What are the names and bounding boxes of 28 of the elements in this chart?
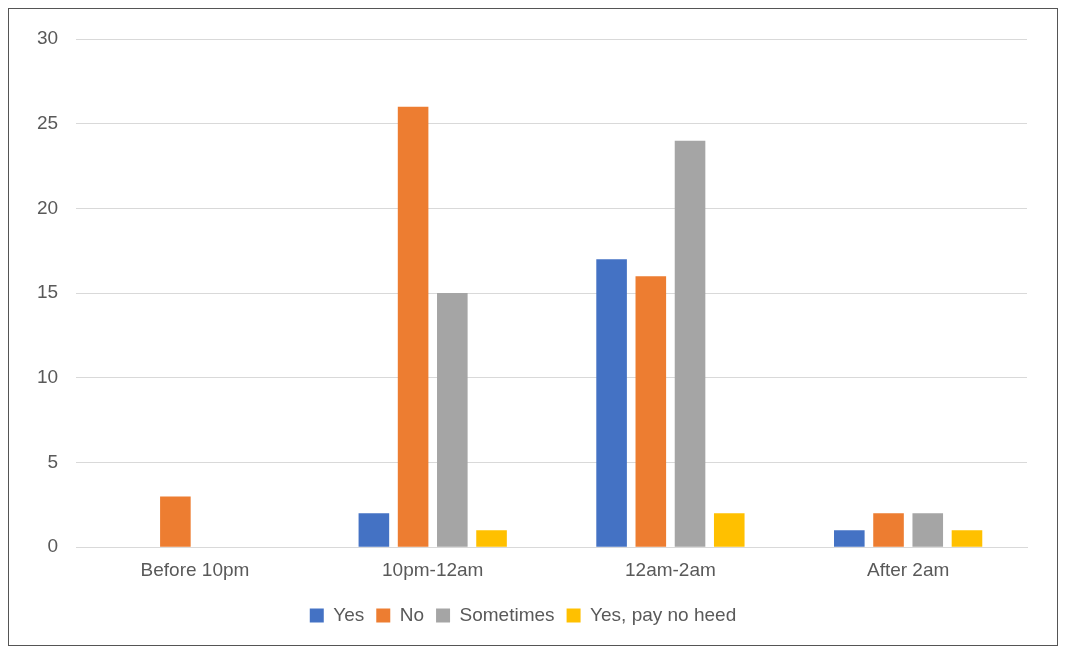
bar xyxy=(160,496,191,547)
bar xyxy=(873,513,904,547)
bar xyxy=(397,106,429,547)
legend-label: Yes xyxy=(333,603,365,625)
bar xyxy=(635,276,667,547)
y-tick-label: 5 xyxy=(47,450,59,472)
legend-label: Yes, pay no heed xyxy=(590,603,737,625)
y-tick-label: 0 xyxy=(47,535,59,557)
x-tick-label: 12am-2am xyxy=(625,558,716,580)
bar xyxy=(834,530,865,547)
y-tick-label: 20 xyxy=(36,196,59,218)
y-tick-label: 25 xyxy=(36,111,59,133)
bar xyxy=(912,513,944,547)
bar xyxy=(596,259,627,547)
bar xyxy=(437,293,468,547)
x-tick-label: After 2am xyxy=(866,558,950,580)
bar xyxy=(713,513,745,547)
bar xyxy=(358,513,390,547)
x-tick-label: Before 10pm xyxy=(140,558,250,580)
x-tick-label: 10pm-12am xyxy=(382,558,484,580)
y-tick-label: 15 xyxy=(36,281,59,303)
bar xyxy=(476,530,507,547)
y-tick-label: 10 xyxy=(36,366,59,388)
legend-label: Sometimes xyxy=(459,603,555,625)
bar xyxy=(674,140,706,547)
legend-label: No xyxy=(399,603,425,625)
bar xyxy=(951,530,983,547)
y-tick-label: 30 xyxy=(36,27,59,49)
